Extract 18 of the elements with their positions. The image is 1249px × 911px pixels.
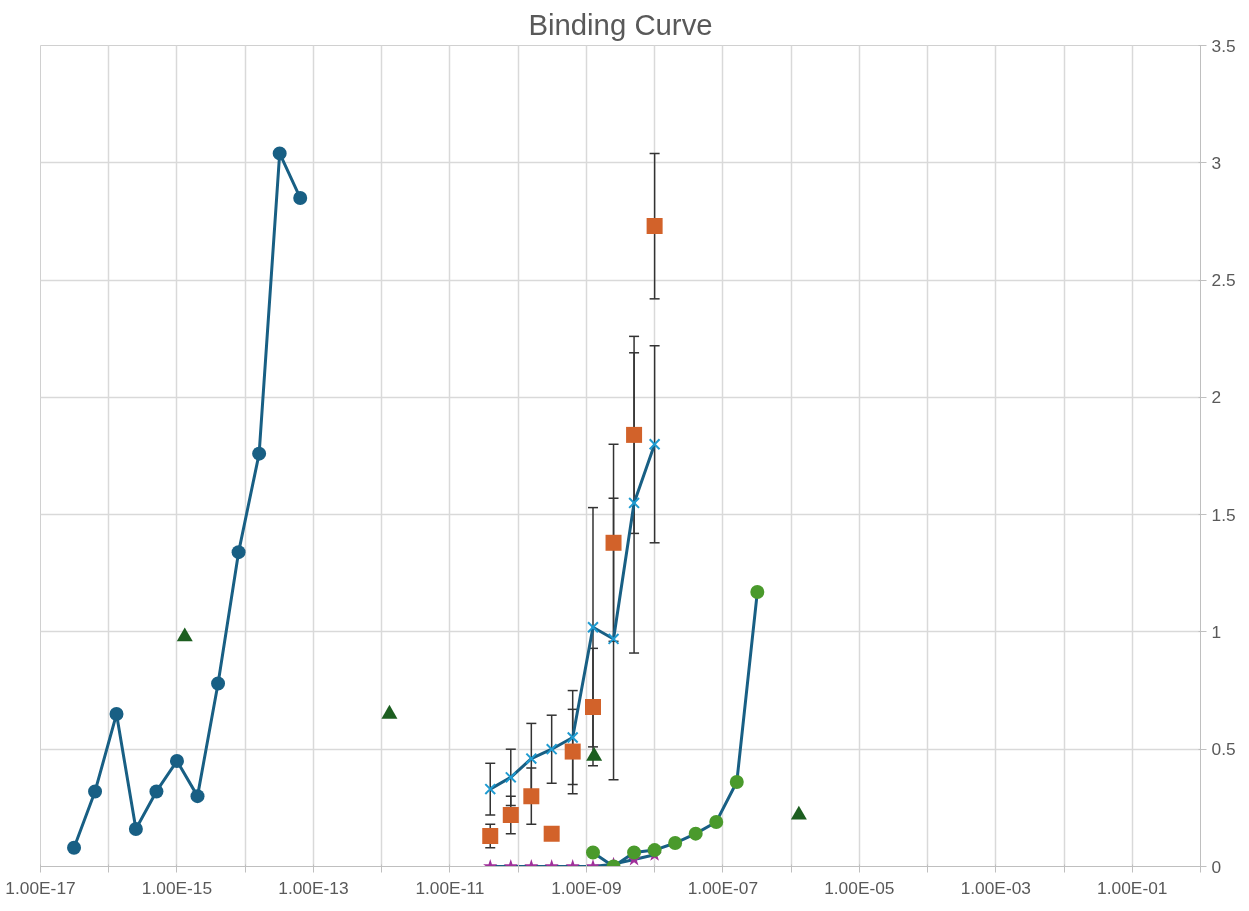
y-tick-label: 3.5 bbox=[1211, 35, 1236, 56]
x-tick-label: 1.00E-17 bbox=[5, 877, 76, 898]
chart-title: Binding Curve bbox=[528, 7, 713, 41]
y-tick-label: 2 bbox=[1211, 387, 1222, 408]
x-tick-label: 1.00E-05 bbox=[824, 877, 895, 898]
y-tick-label: 0 bbox=[1211, 856, 1222, 877]
x-tick-label: 1.00E-03 bbox=[960, 877, 1031, 898]
x-tick-label: 1.00E-01 bbox=[1097, 877, 1168, 898]
x-tick-label: 1.00E-13 bbox=[278, 877, 349, 898]
x-tick-label: 1.00E-09 bbox=[551, 877, 622, 898]
y-tick-label: 0.5 bbox=[1211, 739, 1236, 760]
y-tick-label: 1.5 bbox=[1211, 504, 1236, 525]
x-tick-label: 1.00E-11 bbox=[415, 877, 485, 898]
y-tick-label: 2.5 bbox=[1211, 270, 1236, 291]
x-tick-label: 1.00E-15 bbox=[141, 877, 213, 898]
y-tick-label: 3 bbox=[1211, 152, 1222, 173]
y-tick-label: 1 bbox=[1211, 621, 1222, 642]
x-tick-label: 1.00E-07 bbox=[687, 877, 759, 898]
